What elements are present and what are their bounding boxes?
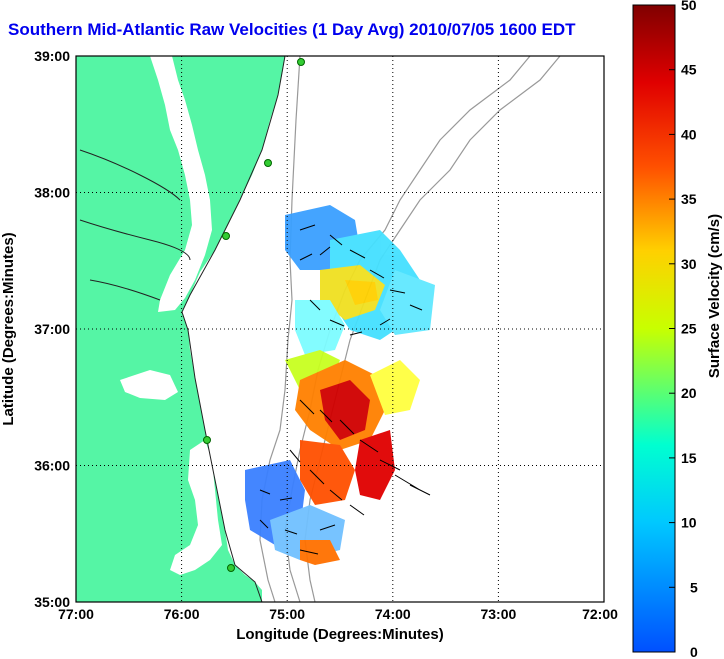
lat-tick: 37:00 (34, 321, 70, 337)
lat-tick: 39:00 (34, 48, 70, 64)
colorbar-tick: 20 (681, 385, 697, 401)
pamlico-sound (170, 440, 222, 575)
coastline (181, 56, 286, 602)
chesapeake-bay (150, 56, 212, 312)
colorbar-ticks (669, 4, 675, 653)
map-frame (75, 55, 605, 603)
colorbar-tick: 10 (681, 515, 697, 531)
colorbar-tick: 5 (690, 579, 698, 595)
colorbar-tick: 15 (681, 450, 697, 466)
lat-tick: 35:00 (34, 594, 70, 610)
bay-inlet (120, 370, 178, 400)
station-marker[interactable] (203, 436, 211, 444)
station-marker[interactable] (264, 159, 272, 167)
colorbar-tick: 25 (681, 321, 697, 337)
lon-tick: 72:00 (582, 606, 618, 622)
y-axis-label: Latitude (Degrees:Minutes) (0, 232, 17, 425)
radar-stations (203, 58, 305, 572)
lat-tick-labels: 39:00 38:00 37:00 36:00 35:00 (34, 48, 70, 610)
colorbar-tick-labels: 50 45 40 35 30 25 20 15 10 5 0 (681, 0, 698, 659)
velocity-field (245, 205, 435, 565)
lon-tick: 77:00 (58, 606, 94, 622)
x-axis-label: Longitude (Degrees:Minutes) (236, 626, 444, 643)
lon-tick: 76:00 (164, 606, 200, 622)
colorbar-tick: 45 (681, 62, 697, 78)
lon-tick: 74:00 (375, 606, 411, 622)
colorbar-label: Surface Velocity (cm/s) (706, 214, 723, 378)
velocity-vectors (259, 224, 431, 555)
colorbar-tick: 35 (681, 191, 697, 207)
isobath-contour (259, 56, 301, 602)
colorbar-tick: 50 (681, 0, 697, 13)
lat-tick: 36:00 (34, 458, 70, 474)
station-marker[interactable] (297, 58, 305, 66)
map-grid (76, 56, 604, 602)
colorbar-tick: 40 (681, 126, 697, 142)
lat-tick: 38:00 (34, 185, 70, 201)
river-1 (79, 149, 191, 301)
colorbar-tick: 30 (681, 256, 697, 272)
station-marker[interactable] (227, 564, 235, 572)
lon-tick-labels: 77:00 76:00 75:00 74:00 73:00 72:00 (58, 606, 618, 622)
station-marker[interactable] (222, 232, 230, 240)
colorbar-tick: 0 (690, 644, 698, 659)
colorbar (632, 4, 676, 653)
lon-tick: 73:00 (480, 606, 516, 622)
lon-tick: 75:00 (269, 606, 305, 622)
plot-title: Southern Mid-Atlantic Raw Velocities (1 … (8, 20, 576, 39)
